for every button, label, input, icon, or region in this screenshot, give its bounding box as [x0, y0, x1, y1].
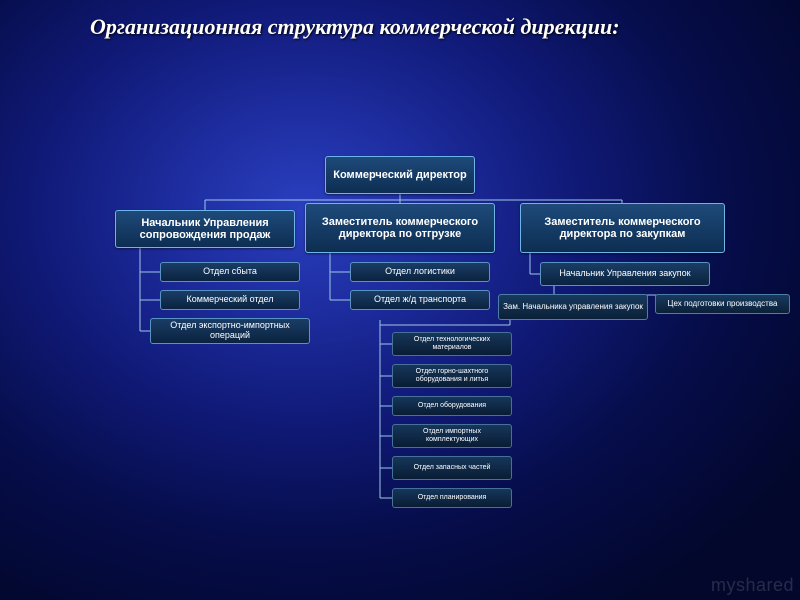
orgchart-node-root: Коммерческий директор [325, 156, 475, 194]
orgchart-node-c1a: Отдел сбыта [160, 262, 300, 282]
orgchart-node-c2: Заместитель коммерческого директора по о… [305, 203, 495, 253]
orgchart-node-c1b: Коммерческий отдел [160, 290, 300, 310]
orgchart-node-c3a: Начальник Управления закупок [540, 262, 710, 286]
orgchart-node-c2a: Отдел логистики [350, 262, 490, 282]
orgchart-node-d1: Отдел технологических материалов [392, 332, 512, 356]
orgchart-node-c3a1: Зам. Начальника управления закупок [498, 294, 648, 320]
watermark: myshared [711, 575, 794, 596]
orgchart-node-c1c: Отдел экспортно-импортных операций [150, 318, 310, 344]
orgchart-node-d3: Отдел оборудования [392, 396, 512, 416]
watermark-text: myshared [711, 575, 794, 595]
orgchart-node-d6: Отдел планирования [392, 488, 512, 508]
orgchart-node-c2b: Отдел ж/д транспорта [350, 290, 490, 310]
orgchart-node-d2: Отдел горно-шахтного оборудования и лить… [392, 364, 512, 388]
slide: Организационная структура коммерческой д… [0, 0, 800, 600]
orgchart-node-c1: Начальник Управления сопровождения прода… [115, 210, 295, 248]
orgchart-node-c3a2: Цех подготовки производства [655, 294, 790, 314]
slide-title: Организационная структура коммерческой д… [90, 14, 650, 40]
orgchart-node-c3: Заместитель коммерческого директора по з… [520, 203, 725, 253]
orgchart-node-d4: Отдел импортных комплектующих [392, 424, 512, 448]
orgchart-node-d5: Отдел запасных частей [392, 456, 512, 480]
